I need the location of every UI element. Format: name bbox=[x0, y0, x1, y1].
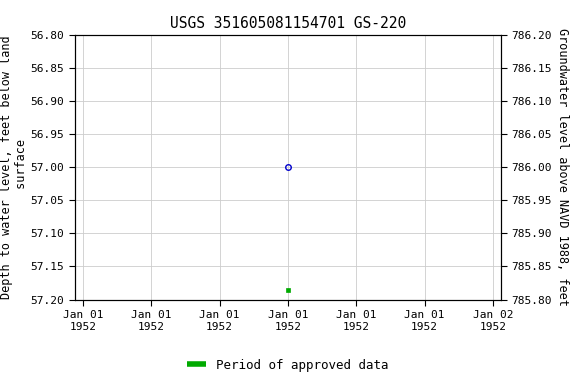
Y-axis label: Depth to water level, feet below land
 surface: Depth to water level, feet below land su… bbox=[0, 35, 28, 299]
Y-axis label: Groundwater level above NAVD 1988, feet: Groundwater level above NAVD 1988, feet bbox=[556, 28, 569, 306]
Legend: Period of approved data: Period of approved data bbox=[183, 354, 393, 377]
Title: USGS 351605081154701 GS-220: USGS 351605081154701 GS-220 bbox=[170, 16, 406, 31]
